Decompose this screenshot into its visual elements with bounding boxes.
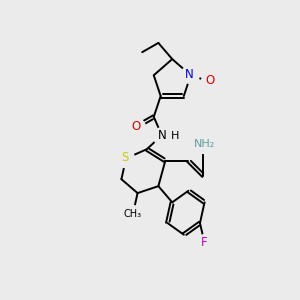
Text: H: H [171,131,179,141]
Text: CH₃: CH₃ [123,209,142,219]
Text: NH₂: NH₂ [194,139,215,149]
Text: N: N [185,68,194,81]
Text: O: O [205,74,214,87]
Text: O: O [132,120,141,133]
Text: N: N [158,129,167,142]
Text: F: F [201,236,208,249]
Text: S: S [121,152,129,164]
